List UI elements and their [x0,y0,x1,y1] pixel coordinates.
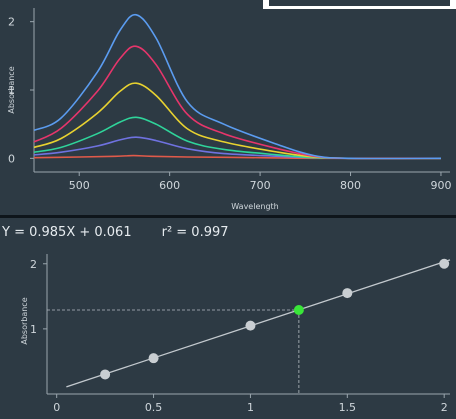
y-tick-label: 2 [8,16,15,29]
x-tick-label: 700 [250,179,271,192]
spectrum-line-5 [33,45,442,160]
highlight-point [293,305,304,315]
x-tick-label: 2 [441,401,448,414]
data-point-3 [245,320,256,331]
data-point-4 [342,288,353,299]
y-tick-label: 1 [8,84,15,97]
x-tick-label: 500 [69,179,90,192]
y-axis-label: Absorbance [7,66,16,113]
panel-divider [0,215,456,218]
data-point-2 [148,353,159,364]
window-tab[interactable] [263,0,456,9]
fit-line [66,259,451,388]
y-axis-label: Absorbance [20,297,29,344]
y-tick-label: 0 [8,152,15,165]
spectrum-chart: 0 1 2 500 600 700 800 900 Absorbance Wavelength [7,8,451,211]
x-tick-label: 600 [159,179,180,192]
data-point-1 [100,369,111,380]
y-tick-label: 2 [30,258,37,271]
x-tick-label: 900 [430,179,451,192]
regression-bar: Y = 0.985X + 0.061 r² = 0.997 [0,218,456,246]
x-tick-label: 800 [340,179,361,192]
x-tick-label: 0 [53,401,60,414]
y-tick-label: 1 [30,323,37,336]
x-tick-label: 1 [247,401,254,414]
spectrum-line-6 [33,13,442,160]
calibration-chart: 1 2 0 0.5 1 1.5 2 Absorbance [20,254,451,414]
x-axis-label: Wavelength [231,202,278,211]
data-point-5 [439,258,450,269]
x-tick-label: 1.5 [339,401,357,414]
regression-equation: Y = 0.985X + 0.061 [2,224,132,240]
x-tick-label: 0.5 [145,401,163,414]
r-squared-label: r² = 0.997 [161,224,229,240]
spectrum-line-2 [33,136,442,160]
